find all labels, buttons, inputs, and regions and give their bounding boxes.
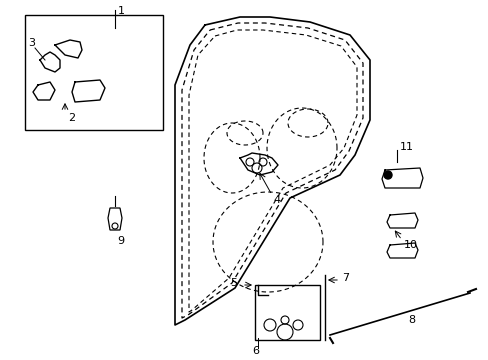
Text: 2: 2: [68, 113, 75, 123]
Circle shape: [383, 171, 391, 179]
Text: 3: 3: [28, 38, 35, 48]
Text: 1: 1: [118, 6, 125, 16]
FancyBboxPatch shape: [25, 15, 163, 130]
Text: 8: 8: [407, 315, 414, 325]
Text: 6: 6: [251, 346, 259, 356]
FancyBboxPatch shape: [254, 285, 319, 340]
Text: 9: 9: [117, 236, 124, 246]
Text: 10: 10: [403, 240, 417, 250]
Text: 11: 11: [399, 142, 413, 152]
Text: 5: 5: [229, 278, 237, 288]
Text: 7: 7: [341, 273, 348, 283]
Text: 4: 4: [272, 195, 280, 205]
